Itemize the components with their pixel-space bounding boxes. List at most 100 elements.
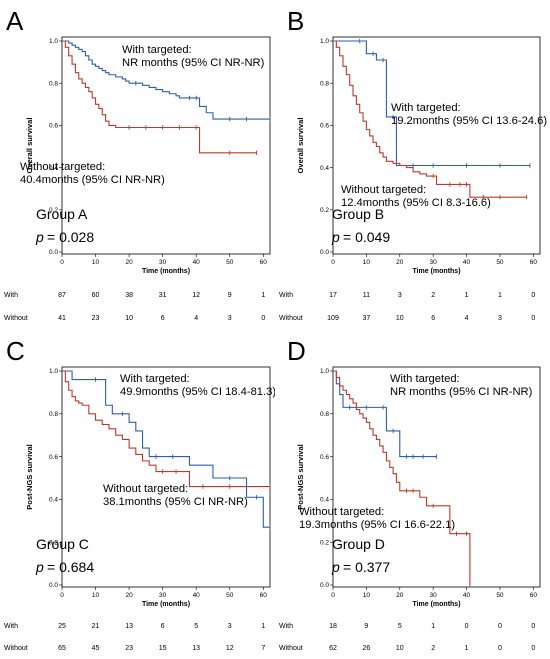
risk-count-with: 25 xyxy=(58,623,66,630)
x-tick-label: 60 xyxy=(530,259,538,266)
risk-count-without: 2 xyxy=(431,645,435,652)
risk-label-without: Without xyxy=(4,315,28,322)
y-tick-label: 1.0 xyxy=(49,38,58,45)
risk-count-with: 1 xyxy=(465,292,469,299)
x-tick-label: 10 xyxy=(92,592,100,599)
y-tick-label: 0.8 xyxy=(49,411,58,418)
x-tick-label: 20 xyxy=(396,592,404,599)
risk-count-without: 23 xyxy=(125,645,133,652)
y-tick-label: 0.2 xyxy=(49,539,58,546)
y-tick-label: 0.8 xyxy=(320,411,329,418)
plot-frame xyxy=(332,36,541,255)
y-axis-label: Post-NGS survival xyxy=(25,444,34,509)
x-tick-label: 10 xyxy=(363,259,371,266)
risk-count-with: 0 xyxy=(465,623,469,630)
plot-frame xyxy=(61,366,271,588)
x-tick-label: 30 xyxy=(159,259,167,266)
x-tick-label: 20 xyxy=(396,259,404,266)
risk-count-with: 3 xyxy=(398,292,402,299)
x-tick-label: 40 xyxy=(463,592,471,599)
p-value: = 0.377 xyxy=(343,559,390,575)
risk-count-without: 4 xyxy=(465,315,469,322)
risk-count-without: 3 xyxy=(498,315,502,322)
x-tick-label: 0 xyxy=(60,259,64,266)
risk-count-with: 38 xyxy=(125,292,133,299)
risk-count-without: 10 xyxy=(396,645,404,652)
risk-label-with: With xyxy=(4,623,18,630)
risk-count-without: 0 xyxy=(498,645,502,652)
annotation-line1: With targeted: xyxy=(390,373,460,385)
annotation-line1: With targeted: xyxy=(122,44,192,56)
annotation-line2: 12.4months (95% CI 8.3-16.6) xyxy=(341,197,491,209)
risk-count-with: 11 xyxy=(363,292,370,299)
risk-count-without: 12 xyxy=(226,645,234,652)
y-tick-label: 0.6 xyxy=(49,454,58,461)
annotation-line2: NR months (95% CI NR-NR) xyxy=(390,386,533,398)
annotation-line1: With targeted: xyxy=(391,102,461,114)
annotation-line1: Without targeted: xyxy=(103,483,188,495)
risk-count-with: 1 xyxy=(261,623,265,630)
risk-label-without: Without xyxy=(279,645,303,652)
risk-count-with: 1 xyxy=(431,623,435,630)
risk-count-with: 9 xyxy=(228,292,232,299)
panel-c: C 0.0 0.2 0.4 0.6 0.8 1.0 0 10 20 30 40 50 60 Time (mo… xyxy=(0,329,275,658)
risk-count-without: 0 xyxy=(531,645,535,652)
group-label: Group C xyxy=(36,536,89,552)
y-tick-label: 0.0 xyxy=(49,249,58,256)
panel-letter: C xyxy=(6,336,25,366)
y-tick-label: 0.0 xyxy=(49,582,58,589)
p-label: p xyxy=(35,559,44,575)
plot-frame xyxy=(61,36,271,255)
risk-count-with: 60 xyxy=(92,292,100,299)
p-value: = 0.049 xyxy=(343,229,390,245)
p-value: = 0.684 xyxy=(47,559,94,575)
panel-d: D 0.0 0.2 0.4 0.6 0.8 1.0 0 10 20 30 40 50 60 Time (mo… xyxy=(275,329,550,658)
x-axis-label: Time (months) xyxy=(412,601,460,608)
y-tick-label: 0.6 xyxy=(320,123,329,130)
p-label: p xyxy=(35,229,44,245)
risk-count-without: 10 xyxy=(125,315,133,322)
x-tick-label: 30 xyxy=(159,592,167,599)
annotation-line2: 19.2months (95% CI 13.6-24.6) xyxy=(391,115,547,127)
x-tick-label: 20 xyxy=(125,259,133,266)
y-tick-label: 1.0 xyxy=(320,38,329,45)
x-tick-label: 0 xyxy=(331,592,335,599)
series-line-with-targeted xyxy=(333,40,530,167)
risk-count-with: 5 xyxy=(398,623,402,630)
risk-label-without: Without xyxy=(279,315,303,322)
series-line-without-targeted xyxy=(62,40,257,154)
risk-count-without: 6 xyxy=(161,315,165,322)
p-value: = 0.028 xyxy=(47,229,94,245)
x-axis-label: Time (months) xyxy=(142,601,190,608)
risk-count-with: 2 xyxy=(431,292,435,299)
y-tick-label: 0.0 xyxy=(320,582,329,589)
risk-count-with: 31 xyxy=(159,292,167,299)
y-tick-label: 0.4 xyxy=(49,497,58,504)
x-tick-label: 50 xyxy=(226,259,234,266)
annotation-line2: 19.3months (95% CI 16.6-22.1) xyxy=(299,519,455,531)
panel-letter: D xyxy=(287,336,306,366)
y-tick-label: 0.4 xyxy=(320,497,329,504)
y-axis-label: Post-NGS survival xyxy=(296,444,305,509)
risk-count-without: 15 xyxy=(159,645,167,652)
risk-label-with: With xyxy=(279,292,293,299)
risk-count-without: 1 xyxy=(465,645,469,652)
panel-b: B 0.0 0.2 0.4 0.6 0.8 1.0 0 10 20 30 40 50 60 Time (mo… xyxy=(275,0,550,329)
x-tick-label: 40 xyxy=(463,259,471,266)
y-tick-label: 1.0 xyxy=(49,368,58,375)
group-label: Group D xyxy=(332,536,385,552)
annotation-line2: 49.9months (95% CI 18.4-81.3) xyxy=(120,386,275,398)
risk-count-with: 17 xyxy=(329,292,337,299)
risk-count-with: 18 xyxy=(329,623,337,630)
risk-count-without: 13 xyxy=(192,645,200,652)
annotation-line1: Without targeted: xyxy=(299,506,384,518)
risk-label-with: With xyxy=(279,623,293,630)
p-label: p xyxy=(331,559,340,575)
y-axis-label: Overall survival xyxy=(25,118,34,174)
risk-count-without: 62 xyxy=(329,645,337,652)
risk-count-without: 37 xyxy=(362,315,370,322)
risk-count-without: 10 xyxy=(396,315,404,322)
risk-count-without: 0 xyxy=(261,315,265,322)
